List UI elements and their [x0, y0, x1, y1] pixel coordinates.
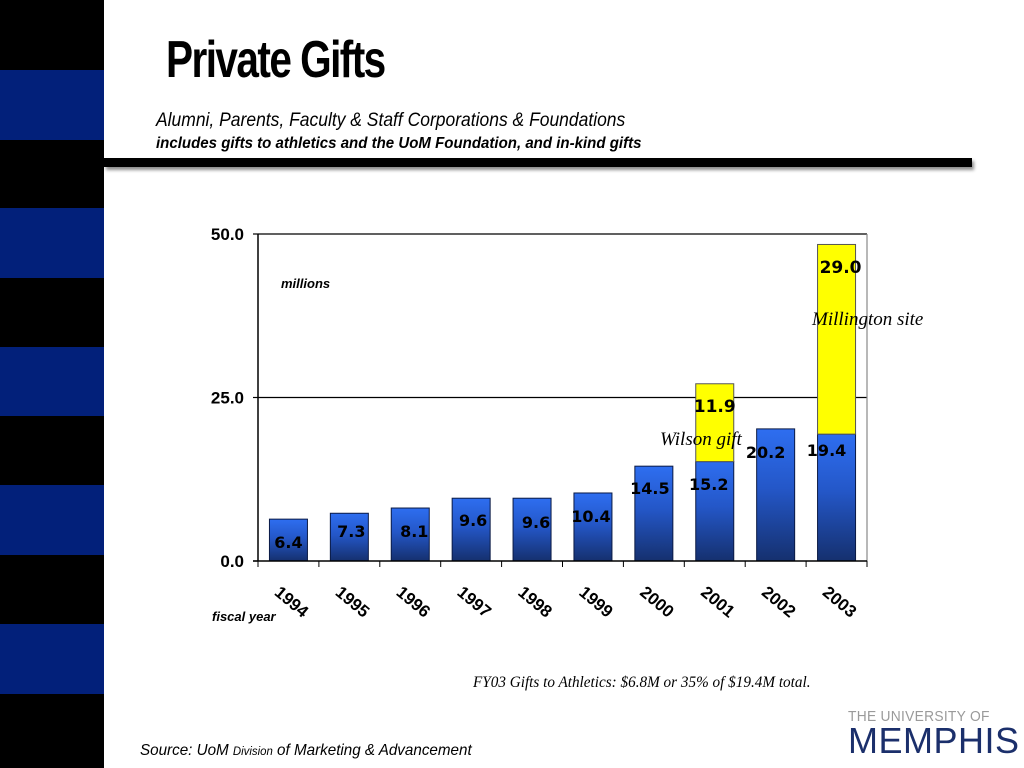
- bar-1999: [573, 492, 613, 562]
- y-tick-label: 50.0: [211, 225, 244, 244]
- stripe-black: [0, 694, 104, 768]
- x-tick-label: 2003: [819, 583, 860, 622]
- bar-special-2003: [817, 243, 857, 435]
- chart-annotation: Wilson gift: [660, 429, 743, 450]
- bar-special-2001: [695, 383, 735, 463]
- x-tick-label: 1999: [575, 583, 616, 622]
- source-suffix: of Marketing & Advancement: [272, 742, 472, 759]
- bar-value-label: 9.6: [459, 511, 487, 530]
- source-small: Division: [232, 744, 273, 758]
- stripe-black: [0, 0, 104, 70]
- stripe-blue: [0, 485, 104, 555]
- stripe-blue: [0, 347, 104, 416]
- source-prefix: Source: UoM: [140, 742, 233, 759]
- stripe-blue: [0, 70, 104, 140]
- y-axis-unit-label: millions: [281, 276, 330, 291]
- university-logo: THE UNIVERSITY OF MEMPHIS: [848, 708, 1020, 761]
- x-tick-label: 2001: [697, 583, 738, 622]
- y-tick-label: 25.0: [211, 389, 244, 408]
- stripe-black: [0, 416, 104, 485]
- stripe-black: [0, 140, 104, 208]
- x-tick-label: 2002: [758, 583, 799, 622]
- slide-title: Private Gifts: [166, 31, 386, 89]
- chart-annotation: Millington site: [811, 309, 923, 330]
- x-tick-label: 1994: [271, 583, 313, 622]
- bar-value-label: 7.3: [337, 522, 365, 541]
- athletics-footnote: FY03 Gifts to Athletics: $6.8M or 35% of…: [473, 674, 811, 691]
- bar-value-label: 19.4: [807, 441, 846, 460]
- x-tick-label: 1998: [514, 583, 555, 622]
- bar-2002: [756, 428, 796, 562]
- bar-value-label: 15.2: [689, 475, 728, 494]
- decorative-stripe-band: [0, 0, 104, 768]
- logo-main-text: MEMPHIS: [848, 720, 1020, 761]
- stripe-black: [0, 278, 104, 347]
- bar-value-label: 8.1: [400, 522, 428, 541]
- slide-subtitle: Alumni, Parents, Faculty & Staff Corpora…: [156, 110, 626, 131]
- x-tick-label: 1995: [332, 583, 373, 622]
- logo-top-text: THE UNIVERSITY OF: [848, 708, 990, 725]
- stripe-blue: [0, 208, 104, 278]
- bar-value-label: 20.2: [746, 443, 785, 462]
- slide-subtitle-note: includes gifts to athletics and the UoM …: [156, 135, 642, 152]
- bar-value-label: 6.4: [274, 533, 302, 552]
- x-tick-label: 2000: [636, 583, 677, 622]
- bar-1996: [390, 507, 430, 562]
- bar-1995: [329, 512, 369, 562]
- title-divider: [104, 158, 972, 167]
- bar-2000: [634, 465, 674, 562]
- bar-value-label: 9.6: [522, 513, 550, 532]
- source-citation: Source: UoM Division of Marketing & Adva…: [140, 742, 472, 760]
- bar-value-label: 10.4: [571, 507, 610, 526]
- bar-special-value-label: 29.0: [820, 258, 862, 278]
- bar-special-value-label: 11.9: [694, 397, 736, 417]
- stripe-blue: [0, 624, 104, 694]
- x-axis-title: fiscal year: [212, 609, 277, 624]
- x-tick-label: 1996: [393, 583, 434, 622]
- bar-2003: [817, 433, 857, 562]
- y-tick-label: 0.0: [220, 552, 244, 571]
- stripe-black: [0, 555, 104, 624]
- x-tick-label: 1997: [454, 583, 495, 622]
- bar-value-label: 14.5: [630, 479, 669, 498]
